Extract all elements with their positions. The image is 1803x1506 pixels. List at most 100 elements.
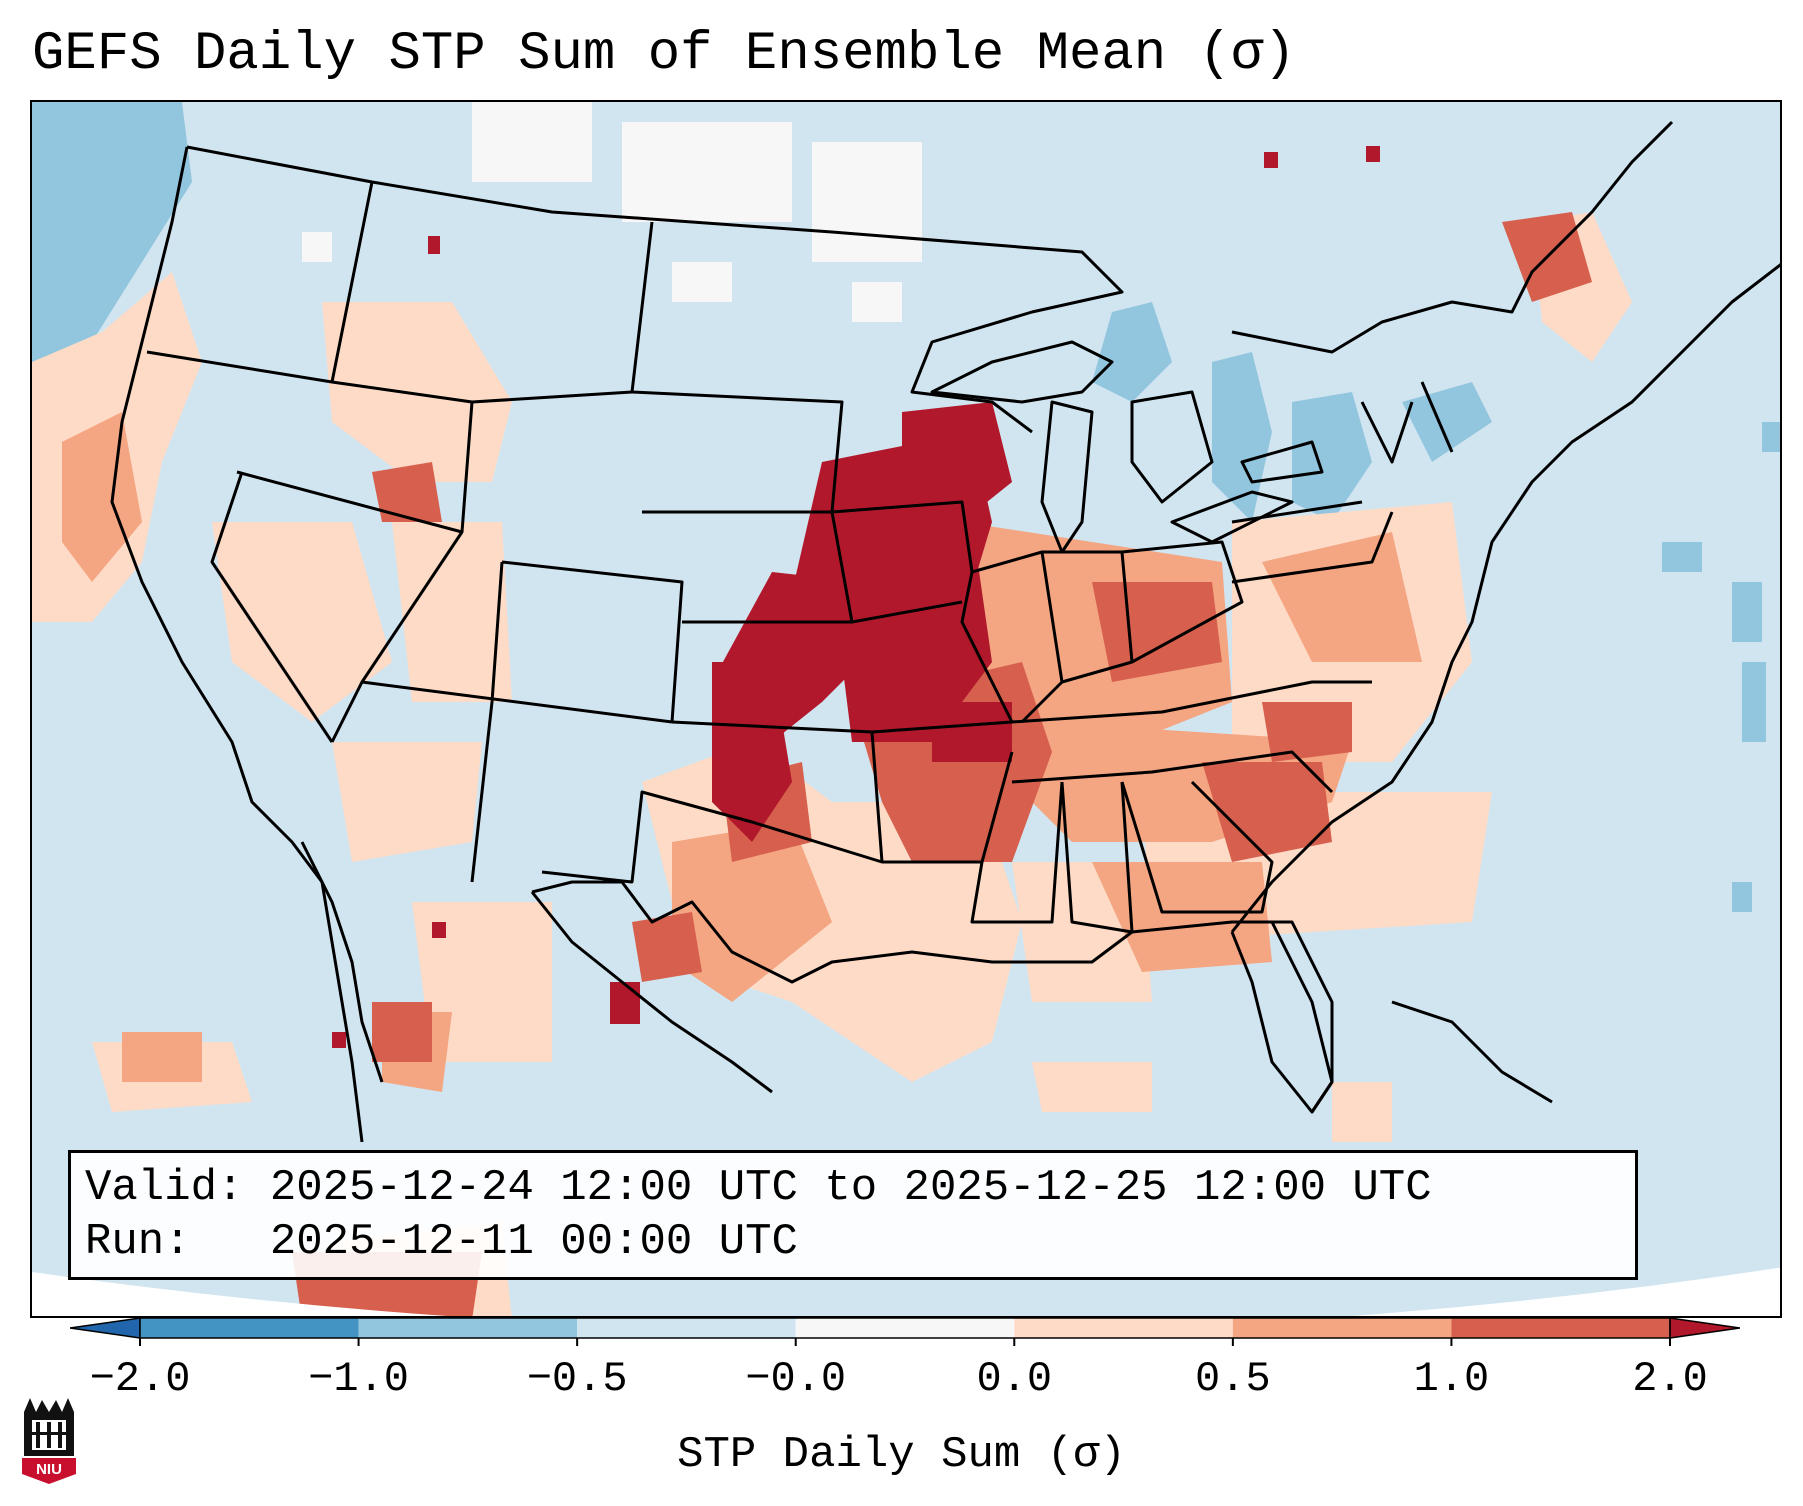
state-line [631, 390, 844, 513]
anomaly-patch [932, 702, 1012, 762]
logo-text: NIU [36, 1461, 62, 1478]
anomaly-patch [1092, 582, 1222, 682]
anomaly-patches [32, 102, 1780, 1316]
state-line [501, 560, 684, 723]
valid-time-box: Valid: 2025-12-24 12:00 UTC to 2025-12-2… [68, 1150, 1638, 1280]
anomaly-patch [372, 462, 442, 522]
state-line [831, 500, 1014, 734]
state-line [1042, 550, 1134, 684]
state-line [210, 471, 334, 743]
anomaly-patch [32, 102, 192, 402]
anomaly-patch [332, 742, 482, 862]
colorbar-ticks: −2.0 −1.0 −0.5 −0.0 0.0 0.5 1.0 2.0 [90, 1338, 1708, 1400]
anomaly-patch [1402, 382, 1492, 462]
run-time-text: Run: 2025-12-11 00:00 UTC [85, 1217, 798, 1267]
anomaly-patch [610, 982, 640, 1024]
state-line [236, 470, 463, 534]
anomaly-patch [302, 232, 332, 262]
colorbar-extend-low [70, 1318, 141, 1339]
colorbar-tick-label: −2.0 [90, 1355, 191, 1400]
state-line [361, 680, 673, 724]
valid-time-text: Valid: 2025-12-24 12:00 UTC to 2025-12-2… [85, 1163, 1432, 1213]
florida-coast [1270, 921, 1334, 1113]
anomaly-patch [428, 236, 440, 254]
anomaly-patch [1262, 532, 1422, 662]
anomaly-patch [392, 522, 512, 702]
anomaly-patch [1762, 422, 1780, 452]
us-canada-border [186, 145, 1124, 434]
colorbar-outline [139, 1318, 1671, 1339]
anomaly-patch [1202, 762, 1332, 862]
pacific-coastline [110, 146, 364, 1143]
anomaly-patch [842, 522, 992, 742]
state-line [1011, 750, 1334, 794]
lake-erie [1170, 490, 1294, 544]
map-svg [32, 102, 1780, 1316]
anomaly-patch [62, 412, 142, 582]
colorbar-bin [795, 1318, 1015, 1338]
colorbar-bin [577, 1318, 796, 1338]
state-line [971, 550, 1064, 724]
anomaly-patch [1092, 302, 1172, 402]
anomaly-patch [1732, 882, 1752, 912]
colorbar-tick-label: 0.0 [976, 1355, 1052, 1400]
lake-ontario [1240, 440, 1324, 484]
anomaly-patch [622, 122, 792, 222]
lake-huron [1130, 390, 1214, 504]
state-line [330, 401, 474, 743]
anomaly-patch [1212, 352, 1272, 522]
us-canada-border-east [1231, 120, 1674, 354]
anomaly-patch [1332, 1082, 1392, 1142]
lake-superior [930, 340, 1114, 404]
state-line [1231, 511, 1394, 584]
colorbar-extend-high [1669, 1318, 1740, 1339]
anomaly-patch [852, 282, 902, 322]
anomaly-patch [712, 662, 792, 842]
projection-edge [32, 1267, 1780, 1316]
anomaly-patch [372, 1002, 432, 1062]
mexico-border [530, 891, 773, 1094]
anomaly-patch [1662, 542, 1702, 572]
state-line [970, 781, 1064, 924]
anomaly-patch [1264, 152, 1278, 168]
anomaly-patch [1092, 862, 1272, 972]
anomaly-patch [632, 912, 702, 982]
anomaly-patch [812, 142, 922, 262]
state-line [1231, 500, 1363, 524]
state-line [1121, 540, 1244, 664]
state-line [1011, 680, 1372, 724]
colorbar-tick-label: −0.5 [527, 1355, 628, 1400]
anomaly-patch [1262, 702, 1352, 762]
niu-logo-icon: NIU [22, 1398, 76, 1484]
anomaly-patch [1732, 582, 1762, 642]
anomaly-patch [1032, 1062, 1152, 1112]
colorbar-bin [1451, 1318, 1670, 1338]
state-line [1060, 781, 1134, 934]
colorbar-bins [70, 1318, 1740, 1339]
anomaly-patch [1742, 662, 1766, 742]
colorbar-tick-label: 0.5 [1195, 1355, 1271, 1400]
lake-michigan [1040, 400, 1094, 554]
atlantic-coastline [1230, 263, 1780, 933]
anomaly-patch [332, 1032, 346, 1048]
anomaly-patch [672, 262, 732, 302]
state-line [1120, 780, 1274, 914]
state-line [851, 600, 963, 624]
colorbar-label: STP Daily Sum (σ) [677, 1430, 1126, 1480]
chart-title: GEFS Daily STP Sum of Ensemble Mean (σ) [32, 24, 1296, 85]
state-line [470, 561, 504, 883]
state-line [330, 181, 374, 383]
colorbar-bin [1232, 1318, 1452, 1338]
colorbar-tick-label: −1.0 [308, 1355, 409, 1400]
colorbar-tick-label: 2.0 [1632, 1355, 1708, 1400]
baja-coast [300, 841, 384, 1083]
state-line [642, 510, 854, 624]
anomaly-patch [212, 522, 392, 722]
colorbar-tick-label: −0.0 [745, 1355, 846, 1400]
anomaly-patch [432, 922, 446, 938]
colorbar: −2.0 −1.0 −0.5 −0.0 0.0 0.5 1.0 2.0 [70, 1318, 1740, 1400]
colorbar-bin [140, 1318, 359, 1338]
anomaly-patch [1366, 146, 1380, 162]
anomaly-patch [672, 822, 832, 1002]
anomaly-patch [472, 102, 592, 182]
